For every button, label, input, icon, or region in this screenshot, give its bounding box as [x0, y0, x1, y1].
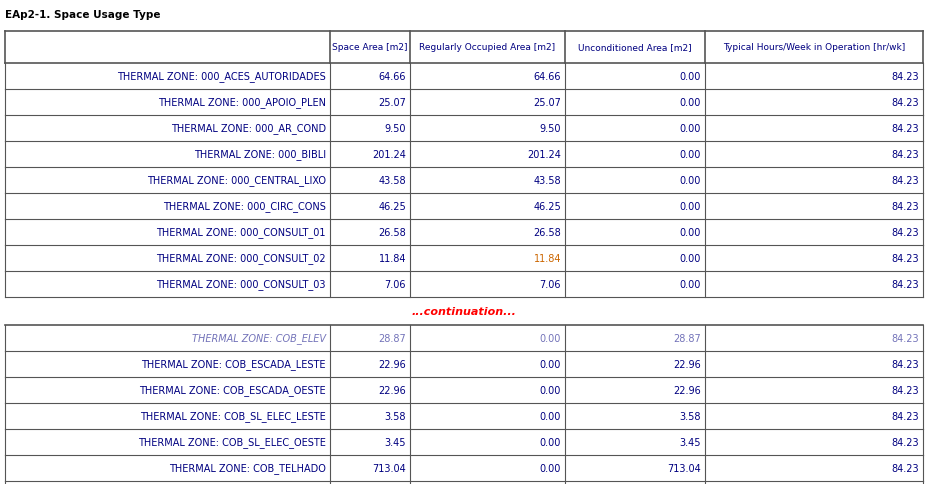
Text: 0.00: 0.00 — [679, 254, 700, 263]
Text: THERMAL ZONE: COB_TELHADO: THERMAL ZONE: COB_TELHADO — [169, 463, 325, 473]
Text: 0.00: 0.00 — [679, 98, 700, 108]
Text: 84.23: 84.23 — [891, 72, 918, 82]
Text: 11.84: 11.84 — [378, 254, 406, 263]
Text: 713.04: 713.04 — [667, 463, 700, 473]
Text: 0.00: 0.00 — [679, 150, 700, 160]
Text: 0.00: 0.00 — [679, 72, 700, 82]
Text: 28.87: 28.87 — [378, 333, 406, 343]
Text: 7.06: 7.06 — [384, 279, 406, 289]
Text: 0.00: 0.00 — [679, 176, 700, 186]
Text: THERMAL ZONE: COB_ESCADA_OESTE: THERMAL ZONE: COB_ESCADA_OESTE — [139, 385, 325, 395]
Text: 0.00: 0.00 — [679, 124, 700, 134]
Text: 0.00: 0.00 — [539, 333, 561, 343]
Text: 9.50: 9.50 — [384, 124, 406, 134]
Text: 201.24: 201.24 — [372, 150, 406, 160]
Text: THERMAL ZONE: 000_CONSULT_03: THERMAL ZONE: 000_CONSULT_03 — [157, 279, 325, 290]
Text: 84.23: 84.23 — [891, 98, 918, 108]
Text: Typical Hours/Week in Operation [hr/wk]: Typical Hours/Week in Operation [hr/wk] — [722, 44, 904, 52]
Text: 84.23: 84.23 — [891, 201, 918, 212]
Text: 22.96: 22.96 — [672, 359, 700, 369]
Text: THERMAL ZONE: COB_SL_ELEC_LESTE: THERMAL ZONE: COB_SL_ELEC_LESTE — [140, 411, 325, 422]
Text: 25.07: 25.07 — [377, 98, 406, 108]
Text: 0.00: 0.00 — [539, 437, 561, 447]
Text: 84.23: 84.23 — [891, 124, 918, 134]
Text: THERMAL ZONE: 000_CONSULT_01: THERMAL ZONE: 000_CONSULT_01 — [157, 227, 325, 238]
Text: 84.23: 84.23 — [891, 437, 918, 447]
Text: 28.87: 28.87 — [672, 333, 700, 343]
Text: 0.00: 0.00 — [679, 279, 700, 289]
Text: 84.23: 84.23 — [891, 463, 918, 473]
Text: THERMAL ZONE: 000_APOIO_PLEN: THERMAL ZONE: 000_APOIO_PLEN — [158, 97, 325, 108]
Text: Regularly Occupied Area [m2]: Regularly Occupied Area [m2] — [419, 44, 555, 52]
Text: 3.45: 3.45 — [679, 437, 700, 447]
Text: 26.58: 26.58 — [378, 227, 406, 238]
Text: Space Area [m2]: Space Area [m2] — [332, 44, 407, 52]
Text: 84.23: 84.23 — [891, 411, 918, 421]
Text: 84.23: 84.23 — [891, 279, 918, 289]
Text: 3.58: 3.58 — [679, 411, 700, 421]
Text: 3.45: 3.45 — [384, 437, 406, 447]
Text: 26.58: 26.58 — [533, 227, 561, 238]
Text: 84.23: 84.23 — [891, 176, 918, 186]
Text: THERMAL ZONE: COB_ELEV: THERMAL ZONE: COB_ELEV — [192, 333, 325, 344]
Text: 64.66: 64.66 — [378, 72, 406, 82]
Text: 43.58: 43.58 — [533, 176, 561, 186]
Text: 84.23: 84.23 — [891, 333, 918, 343]
Text: 713.04: 713.04 — [372, 463, 406, 473]
Text: THERMAL ZONE: 000_AR_COND: THERMAL ZONE: 000_AR_COND — [171, 123, 325, 134]
Text: 46.25: 46.25 — [378, 201, 406, 212]
Text: 25.07: 25.07 — [532, 98, 561, 108]
Text: 84.23: 84.23 — [891, 150, 918, 160]
Text: 22.96: 22.96 — [378, 385, 406, 395]
Text: 0.00: 0.00 — [539, 359, 561, 369]
Text: 64.66: 64.66 — [533, 72, 561, 82]
Text: THERMAL ZONE: 000_CIRC_CONS: THERMAL ZONE: 000_CIRC_CONS — [163, 201, 325, 212]
Text: 0.00: 0.00 — [539, 411, 561, 421]
Text: 0.00: 0.00 — [539, 463, 561, 473]
Text: 22.96: 22.96 — [378, 359, 406, 369]
Text: 84.23: 84.23 — [891, 359, 918, 369]
Text: 84.23: 84.23 — [891, 254, 918, 263]
Text: THERMAL ZONE: COB_SL_ELEC_OESTE: THERMAL ZONE: COB_SL_ELEC_OESTE — [138, 437, 325, 448]
Text: THERMAL ZONE: 000_BIBLI: THERMAL ZONE: 000_BIBLI — [194, 149, 325, 160]
Text: 22.96: 22.96 — [672, 385, 700, 395]
Text: ...continuation...: ...continuation... — [411, 306, 516, 317]
Text: 201.24: 201.24 — [527, 150, 561, 160]
Text: 0.00: 0.00 — [539, 385, 561, 395]
Text: THERMAL ZONE: 000_CENTRAL_LIXO: THERMAL ZONE: 000_CENTRAL_LIXO — [146, 175, 325, 186]
Text: 11.84: 11.84 — [533, 254, 561, 263]
Text: 0.00: 0.00 — [679, 201, 700, 212]
Text: THERMAL ZONE: COB_ESCADA_LESTE: THERMAL ZONE: COB_ESCADA_LESTE — [141, 359, 325, 370]
Text: EAp2-1. Space Usage Type: EAp2-1. Space Usage Type — [5, 10, 160, 20]
Text: 46.25: 46.25 — [533, 201, 561, 212]
Text: 3.58: 3.58 — [384, 411, 406, 421]
Text: THERMAL ZONE: 000_CONSULT_02: THERMAL ZONE: 000_CONSULT_02 — [157, 253, 325, 264]
Text: THERMAL ZONE: 000_ACES_AUTORIDADES: THERMAL ZONE: 000_ACES_AUTORIDADES — [117, 72, 325, 82]
Text: Unconditioned Area [m2]: Unconditioned Area [m2] — [578, 44, 691, 52]
Text: 7.06: 7.06 — [539, 279, 561, 289]
Text: 43.58: 43.58 — [378, 176, 406, 186]
Text: 84.23: 84.23 — [891, 227, 918, 238]
Text: 0.00: 0.00 — [679, 227, 700, 238]
Text: 84.23: 84.23 — [891, 385, 918, 395]
Text: 9.50: 9.50 — [539, 124, 561, 134]
